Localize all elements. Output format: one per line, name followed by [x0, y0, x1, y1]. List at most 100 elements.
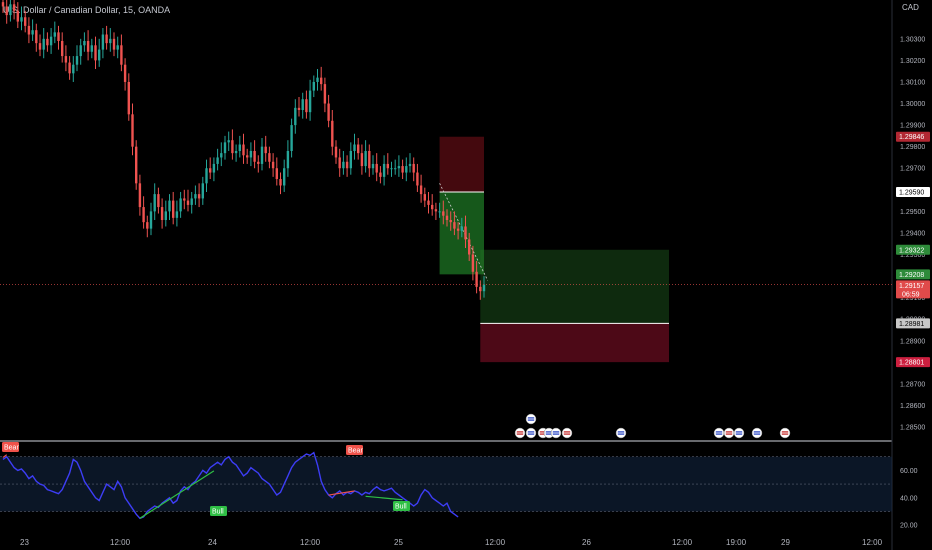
candle-body [342, 161, 345, 169]
price-badge-text: 1.29157 [899, 283, 924, 290]
event-flag-icon[interactable] [525, 427, 537, 439]
candle-body [101, 34, 105, 50]
candle-body [334, 146, 338, 158]
candle-body [408, 163, 412, 167]
event-flag-icon[interactable] [615, 427, 627, 439]
price-tick-label: 1.29300 [900, 252, 925, 259]
candle-body [286, 150, 290, 169]
event-flag-icon[interactable] [779, 427, 791, 439]
candle-body [316, 77, 319, 82]
chart-title[interactable]: U.S. Dollar / Canadian Dollar, 15, OANDA [3, 5, 171, 15]
bull-divergence-line [365, 495, 403, 501]
price-badge-text: 1.28981 [899, 321, 924, 328]
candle-body [431, 204, 434, 210]
event-flag-icon[interactable] [525, 413, 537, 425]
candle-body [1, 2, 5, 7]
candle-body [157, 194, 160, 208]
position-tools[interactable] [439, 136, 669, 363]
candle-body [212, 163, 216, 173]
candle-body [35, 30, 38, 44]
candle-body [68, 62, 71, 74]
currency-label: CAD [902, 3, 919, 12]
price-tick-label: 1.30100 [900, 79, 925, 86]
time-tick-label: 12:00 [862, 538, 883, 547]
candle-body [464, 226, 467, 240]
event-flag-icon[interactable] [561, 427, 573, 439]
price-tick-label: 1.30000 [900, 101, 925, 108]
price-badge: 1.28801 [896, 357, 930, 368]
event-flag-icon[interactable] [751, 427, 763, 439]
candle-body [238, 144, 241, 151]
event-flag-icon[interactable] [514, 427, 526, 439]
candle-body [149, 211, 153, 229]
price-axis[interactable]: 1.30300 1.30200 1.30100 1.30000 1.29900 1.298… [896, 36, 930, 432]
candlestick-series [0, 0, 892, 300]
candle-body [449, 220, 452, 223]
time-tick-label: 19:00 [726, 538, 747, 547]
time-tick-label: 12:00 [300, 538, 321, 547]
event-flag-icon[interactable] [733, 427, 745, 439]
candle-body [72, 64, 75, 74]
bull-label-bg [393, 501, 410, 511]
candle-body [131, 114, 134, 147]
price-tick-label: 1.29500 [900, 209, 925, 216]
bull-label: Bull [393, 501, 410, 511]
candle-body [456, 228, 460, 231]
event-flag-icon[interactable] [723, 427, 735, 439]
candle-body [475, 271, 478, 287]
candle-body [249, 150, 253, 158]
candle-body [379, 172, 382, 177]
candle-body [116, 45, 119, 50]
candle-body [209, 168, 212, 173]
candle-body [57, 32, 60, 41]
candle-body [123, 64, 127, 82]
bear-label: Bear [2, 442, 19, 452]
candle-body [468, 239, 471, 255]
candle-body [142, 207, 145, 223]
candle-body [216, 157, 219, 164]
candle-body [223, 142, 227, 154]
candle-body [368, 150, 371, 169]
rsi-line [2, 451, 459, 520]
price-tick-label: 1.29400 [900, 230, 925, 237]
bull-label-text: Bull [395, 504, 407, 511]
time-axis[interactable]: 23 12:00 24 12:00 25 12:00 26 12:00 19:00 29 12:00 [20, 538, 883, 547]
candle-body [12, 4, 16, 11]
event-flag-icon[interactable] [550, 427, 562, 439]
economic-events[interactable] [514, 413, 791, 439]
time-tick-label: 12:00 [110, 538, 131, 547]
candle-body [109, 38, 112, 44]
candle-body [105, 34, 108, 44]
candle-body [323, 84, 327, 104]
price-tick-label: 1.28700 [900, 381, 925, 388]
candle-body [345, 161, 349, 169]
bear-label-bg [2, 442, 19, 452]
candle-body [197, 194, 201, 199]
candle-body [434, 209, 438, 212]
candle-body [390, 168, 393, 170]
event-flag-icon[interactable] [713, 427, 725, 439]
candle-body [453, 222, 456, 229]
candle-body [471, 254, 475, 272]
candle-body [294, 107, 297, 126]
bull-divergence-line [139, 470, 215, 519]
candle-body [49, 36, 53, 46]
candle-body [442, 211, 445, 216]
candle-body [445, 215, 449, 220]
time-tick-label: 23 [20, 538, 29, 547]
candle-body [308, 90, 312, 113]
candle-body [86, 40, 90, 52]
candle-body [312, 81, 315, 91]
candle-body [371, 163, 375, 169]
candle-body [327, 103, 330, 121]
candle-body [357, 144, 360, 154]
candle-body [338, 157, 341, 169]
candle-body [175, 211, 179, 218]
price-badge-bg [896, 357, 930, 368]
bear-label-text: Bear [348, 448, 363, 455]
candle-body [94, 45, 97, 61]
candle-body [205, 168, 208, 184]
time-tick-label: 12:00 [672, 538, 693, 547]
price-tick-label: 1.29800 [900, 144, 925, 151]
